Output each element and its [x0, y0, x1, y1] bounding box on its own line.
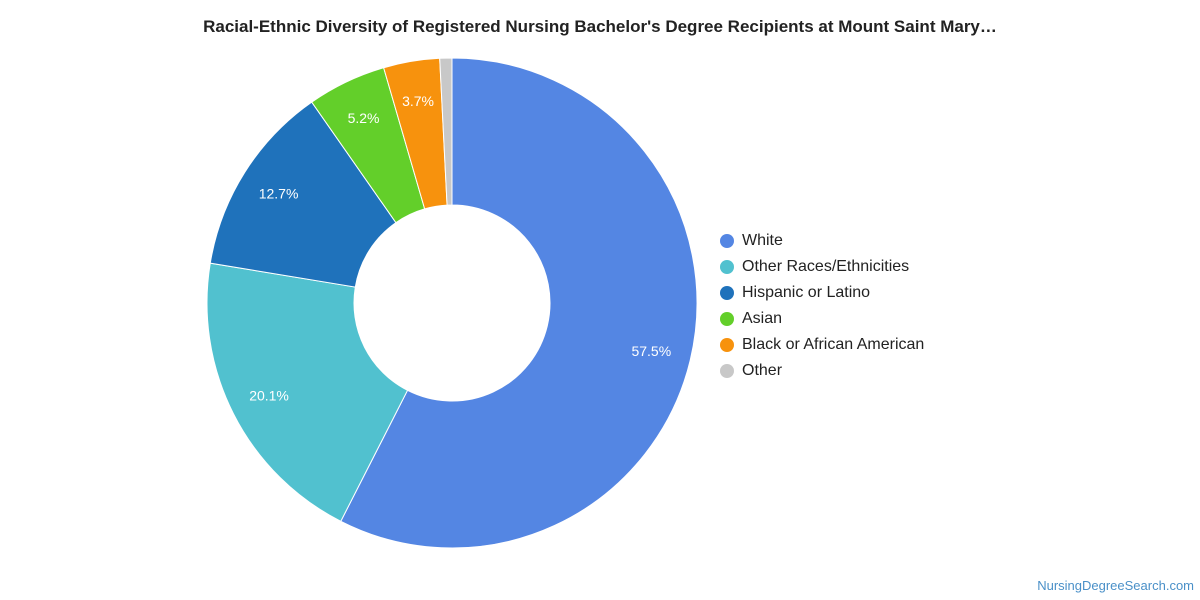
- legend-dot-icon: [720, 338, 734, 352]
- legend-item-white[interactable]: White: [720, 228, 924, 254]
- legend-label: Other Races/Ethnicities: [742, 258, 910, 275]
- slice-label-other-races-ethnicities: 20.1%: [249, 387, 289, 403]
- legend-item-other-races-ethnicities[interactable]: Other Races/Ethnicities: [720, 254, 924, 280]
- legend-dot-icon: [720, 260, 734, 274]
- slice-labels-group: 57.5% 20.1% 12.7% 5.2% 3.7%: [249, 93, 671, 404]
- legend-item-black-or-african-american[interactable]: Black or African American: [720, 332, 924, 358]
- legend-label: Other: [742, 362, 783, 379]
- legend-dot-icon: [720, 312, 734, 326]
- chart-title: Racial-Ethnic Diversity of Registered Nu…: [203, 17, 997, 36]
- watermark-link[interactable]: NursingDegreeSearch.com: [1037, 578, 1194, 593]
- slice-label-white: 57.5%: [631, 343, 671, 359]
- legend: White Other Races/Ethnicities Hispanic or …: [720, 228, 924, 384]
- legend-dot-icon: [720, 286, 734, 300]
- slice-label-black-or-african-american: 3.7%: [402, 93, 434, 109]
- slice-other[interactable]: [439, 57, 453, 206]
- legend-item-other[interactable]: Other: [720, 358, 924, 384]
- legend-label: White: [742, 232, 783, 249]
- legend-dot-icon: [720, 234, 734, 248]
- slices-group: [206, 57, 698, 549]
- legend-label: Asian: [742, 310, 783, 327]
- legend-item-hispanic-or-latino[interactable]: Hispanic or Latino: [720, 280, 924, 306]
- slice-label-asian: 5.2%: [348, 110, 380, 126]
- slice-label-hispanic-or-latino: 12.7%: [259, 186, 299, 202]
- legend-item-asian[interactable]: Asian: [720, 306, 924, 332]
- slice-other-races-ethnicities[interactable]: [206, 262, 409, 522]
- slice-white[interactable]: [340, 57, 698, 549]
- slice-hispanic-or-latino[interactable]: [209, 101, 397, 288]
- legend-dot-icon: [720, 364, 734, 378]
- legend-label: Hispanic or Latino: [742, 284, 871, 301]
- legend-label: Black or African American: [742, 336, 925, 353]
